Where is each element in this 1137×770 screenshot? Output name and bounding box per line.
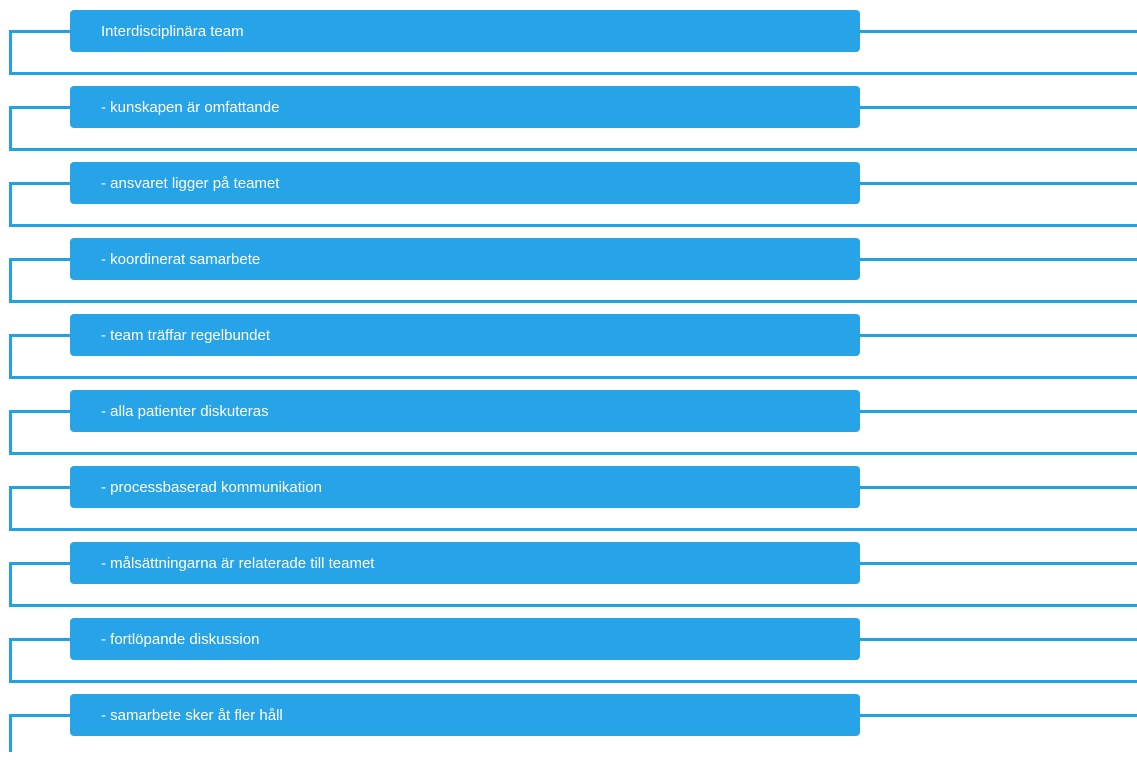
box-label: - koordinerat samarbete (101, 250, 261, 268)
connector-bottom (9, 680, 1137, 683)
connector-left-vertical (9, 106, 12, 151)
diagram-box: - kunskapen är omfattande (70, 86, 860, 128)
connector-left-vertical (9, 182, 12, 227)
diagram-row: Interdisciplinära team (0, 10, 1137, 86)
connector-left-vertical (9, 258, 12, 303)
connector-bottom (9, 148, 1137, 151)
connector-left (9, 486, 70, 489)
connector-left (9, 334, 70, 337)
connector-left (9, 714, 70, 717)
connector-right (860, 258, 1137, 261)
diagram-row: - kunskapen är omfattande (0, 86, 1137, 162)
connector-right (860, 30, 1137, 33)
connector-left-vertical (9, 334, 12, 379)
connector-left-vertical (9, 638, 12, 683)
connector-left (9, 258, 70, 261)
connector-bottom (9, 72, 1137, 75)
connector-right (860, 562, 1137, 565)
box-label: - målsättningarna är relaterade till tea… (101, 554, 375, 572)
diagram-box: - målsättningarna är relaterade till tea… (70, 542, 860, 584)
connector-bottom (9, 300, 1137, 303)
connector-bottom (9, 224, 1137, 227)
diagram-row: - fortlöpande diskussion (0, 618, 1137, 694)
connector-bottom (9, 376, 1137, 379)
connector-left-vertical (9, 714, 12, 752)
connector-left-vertical (9, 562, 12, 607)
connector-left (9, 638, 70, 641)
connector-bottom (9, 528, 1137, 531)
diagram-row: - alla patienter diskuteras (0, 390, 1137, 466)
diagram-box: - alla patienter diskuteras (70, 390, 860, 432)
connector-right (860, 638, 1137, 641)
connector-left (9, 182, 70, 185)
diagram-row: - koordinerat samarbete (0, 238, 1137, 314)
diagram-box: - koordinerat samarbete (70, 238, 860, 280)
connector-bottom (9, 452, 1137, 455)
diagram-box: - ansvaret ligger på teamet (70, 162, 860, 204)
connector-left-vertical (9, 410, 12, 455)
connector-left-vertical (9, 30, 12, 75)
box-label: - alla patienter diskuteras (101, 402, 269, 420)
connector-left (9, 410, 70, 413)
box-label: Interdisciplinära team (101, 22, 244, 40)
box-label: - samarbete sker åt fler håll (101, 706, 283, 724)
diagram-box: - processbaserad kommunikation (70, 466, 860, 508)
connector-left (9, 30, 70, 33)
diagram-box: - fortlöpande diskussion (70, 618, 860, 660)
connector-right (860, 410, 1137, 413)
diagram-box: Interdisciplinära team (70, 10, 860, 52)
box-label: - processbaserad kommunikation (101, 478, 322, 496)
diagram-row: - målsättningarna är relaterade till tea… (0, 542, 1137, 618)
connector-left-vertical (9, 486, 12, 531)
diagram-row: - team träffar regelbundet (0, 314, 1137, 390)
box-label: - ansvaret ligger på teamet (101, 174, 280, 192)
connector-right (860, 486, 1137, 489)
connector-left (9, 106, 70, 109)
connector-right (860, 714, 1137, 717)
box-label: - fortlöpande diskussion (101, 630, 260, 648)
connector-right (860, 334, 1137, 337)
diagram-box: - team träffar regelbundet (70, 314, 860, 356)
box-label: - kunskapen är omfattande (101, 98, 280, 116)
connector-right (860, 182, 1137, 185)
diagram-row: - processbaserad kommunikation (0, 466, 1137, 542)
box-label: - team träffar regelbundet (101, 326, 270, 344)
connector-right (860, 106, 1137, 109)
diagram-box: - samarbete sker åt fler håll (70, 694, 860, 736)
diagram-row: - ansvaret ligger på teamet (0, 162, 1137, 238)
diagram-row: - samarbete sker åt fler håll (0, 694, 1137, 770)
connector-left (9, 562, 70, 565)
connector-bottom (9, 604, 1137, 607)
